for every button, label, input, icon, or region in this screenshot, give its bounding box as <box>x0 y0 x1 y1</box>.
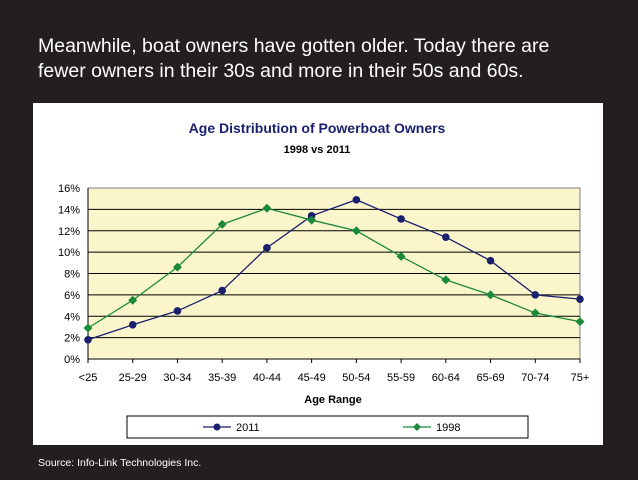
line-chart: Age Distribution of Powerboat Owners 199… <box>58 120 589 439</box>
data-point-2011 <box>173 307 182 315</box>
y-tick-label: 4% <box>64 311 80 323</box>
plot-area: 0% 2% 4% 6% 8% 10% 12% 14% 16% <25 25-29 30-34 35-39… <box>58 183 589 384</box>
x-tick-label: 30-34 <box>163 372 191 384</box>
headline-line-1: Meanwhile, boat owners have gotten older… <box>38 35 550 57</box>
y-tick-label: 16% <box>58 183 80 195</box>
x-tick-label: 45-49 <box>298 372 326 384</box>
data-point-2011 <box>486 256 495 265</box>
data-point-1998 <box>83 323 93 333</box>
chart-title: Age Distribution of Powerboat Owners <box>189 120 446 136</box>
y-tick-label: 6% <box>64 290 80 302</box>
data-point-1998 <box>575 317 585 327</box>
data-point-2011 <box>397 215 405 223</box>
legend-label-2011: 2011 <box>236 422 260 434</box>
data-point-2011 <box>576 295 584 303</box>
x-tick-label: 40-44 <box>253 372 281 384</box>
slide-headline: Meanwhile, boat owners have gotten older… <box>38 34 618 84</box>
data-point-1998 <box>396 251 406 261</box>
data-point-1998 <box>441 275 451 285</box>
legend: 2011 1998 <box>126 415 529 439</box>
y-tick-label: 12% <box>58 226 80 238</box>
series-line-2011 <box>87 199 581 341</box>
chart-panel: Age Distribution of Powerboat Owners 199… <box>33 103 603 445</box>
legend-marker-1998 <box>413 423 421 431</box>
x-tick-label: 55-59 <box>387 372 415 384</box>
data-point-1998 <box>262 203 272 213</box>
data-point-1998 <box>128 295 138 305</box>
data-point-1998 <box>217 219 227 229</box>
y-tick-label: 2% <box>64 333 80 345</box>
data-point-2011 <box>352 195 361 204</box>
x-tick-label: 50-54 <box>342 372 370 384</box>
data-point-2011 <box>84 335 92 344</box>
data-point-1998 <box>486 290 496 300</box>
legend-label-1998: 1998 <box>436 422 460 434</box>
y-tick-label: 0% <box>64 354 80 366</box>
data-point-2011 <box>531 291 540 299</box>
data-point-2011 <box>128 321 137 329</box>
data-point-2011 <box>263 244 271 252</box>
y-tick-label: 14% <box>58 204 80 216</box>
source-note: Source: Info-Link Technologies Inc. <box>38 457 202 469</box>
x-tick-label: <25 <box>79 372 98 384</box>
y-tick-label: 8% <box>64 269 80 281</box>
x-tick-label: 75+ <box>571 372 590 384</box>
chart-subtitle: 1998 vs 2011 <box>284 144 351 156</box>
headline-line-2: fewer owners in their 30s and more in th… <box>38 60 524 82</box>
data-point-1998 <box>351 226 361 236</box>
x-tick-label: 60-64 <box>432 372 460 384</box>
x-tick-label: 70-74 <box>521 372 549 384</box>
x-tick-label: 65-69 <box>476 372 504 384</box>
x-tick-label: 25-29 <box>119 372 147 384</box>
x-tick-label: 35-39 <box>208 372 236 384</box>
data-point-1998 <box>530 308 540 318</box>
y-tick-label: 10% <box>58 247 80 259</box>
data-point-2011 <box>218 286 226 295</box>
legend-marker-2011 <box>213 423 221 431</box>
data-point-1998 <box>172 262 182 272</box>
series-line-1998 <box>87 207 581 329</box>
data-point-2011 <box>442 233 450 241</box>
data-point-1998 <box>307 215 317 225</box>
x-axis-label: Age Range <box>304 394 361 406</box>
